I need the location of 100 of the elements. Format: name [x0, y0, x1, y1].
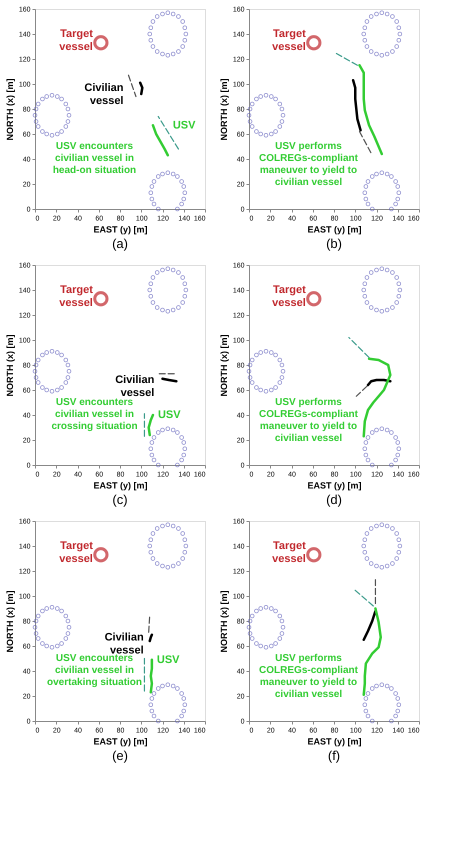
point: [393, 179, 398, 184]
point: [273, 129, 278, 134]
point: [176, 561, 181, 566]
point: [380, 266, 384, 272]
point: [384, 684, 390, 688]
point: [362, 38, 368, 43]
point: [36, 380, 40, 385]
point: [59, 641, 64, 646]
point: [380, 564, 384, 570]
point: [34, 362, 38, 368]
point: [182, 38, 188, 43]
point: [166, 170, 170, 176]
point: [175, 718, 180, 724]
point: [64, 358, 68, 362]
point: [59, 608, 64, 614]
point: [181, 696, 186, 701]
point: [394, 44, 399, 49]
point: [40, 608, 45, 614]
point: [396, 294, 402, 299]
line-series: [150, 658, 154, 694]
point: [148, 190, 154, 196]
point: [59, 352, 64, 358]
point: [166, 52, 170, 58]
text: (b): [326, 236, 342, 251]
point: [170, 684, 176, 688]
point: [170, 52, 176, 56]
point: [160, 564, 165, 568]
x-axis-title: EAST (y) [m]: [94, 480, 148, 490]
point: [374, 428, 379, 432]
point: [374, 524, 379, 528]
point: [152, 179, 156, 184]
point: [368, 270, 374, 275]
point: [374, 172, 379, 176]
annotation: USV performs COLREGs-compliant maneuver to yield to civilian vessel: [259, 141, 359, 188]
point: [64, 636, 68, 641]
point: [148, 702, 154, 708]
series-label: Target vessel: [59, 540, 94, 565]
text: (a): [112, 236, 128, 251]
point: [55, 644, 60, 648]
point: [370, 718, 375, 724]
point: [258, 388, 263, 392]
point: [34, 618, 38, 624]
point: [152, 458, 156, 462]
point: [55, 94, 60, 99]
point: [364, 184, 368, 189]
line-series: [362, 358, 392, 438]
point: [393, 714, 398, 718]
point: [394, 275, 399, 280]
point: [175, 430, 180, 435]
point: [182, 550, 188, 555]
point: [248, 119, 252, 124]
point: [148, 537, 154, 542]
point: [181, 440, 186, 445]
point: [246, 624, 252, 630]
point: [280, 119, 284, 124]
point: [166, 682, 170, 688]
point: [278, 102, 282, 106]
point: [306, 547, 322, 562]
point: [160, 52, 165, 56]
point: [393, 691, 398, 696]
series-label: Target vessel: [272, 28, 306, 53]
annotation: USV encounters civilian vessel in overtaking situation: [46, 653, 142, 688]
point: [280, 368, 286, 374]
point: [380, 682, 384, 688]
point: [154, 14, 160, 19]
point: [50, 604, 54, 610]
y-axis-title: NORTH (x) [m]: [218, 590, 229, 652]
point: [306, 35, 322, 50]
point: [156, 686, 161, 691]
point: [44, 94, 49, 99]
point: [248, 375, 252, 380]
point: [370, 174, 375, 179]
point: [273, 96, 278, 102]
point: [55, 132, 60, 136]
point: [154, 305, 160, 310]
point: [366, 691, 370, 696]
point: [166, 426, 170, 432]
point: [395, 696, 400, 701]
point: [364, 708, 368, 714]
point: [390, 305, 395, 310]
point: [179, 714, 184, 718]
point: [32, 624, 38, 630]
point: [398, 544, 402, 548]
annotation: USV performs COLREGs-compliant maneuver to yield to civilian vessel: [259, 653, 359, 700]
point: [364, 275, 370, 280]
text: (c): [112, 492, 128, 507]
point: [384, 268, 390, 272]
annotation: USV encounters civilian vessel in head-on situation: [52, 141, 136, 176]
point: [64, 380, 68, 385]
point: [44, 132, 49, 136]
annotation: USV performs COLREGs-compliant maneuver to yield to civilian vessel: [259, 397, 359, 444]
point: [160, 12, 165, 16]
point: [150, 44, 156, 49]
point: [366, 179, 370, 184]
point: [93, 35, 108, 50]
x-axis-title: EAST (y) [m]: [308, 480, 362, 490]
point: [180, 44, 185, 49]
point: [147, 544, 152, 548]
point: [364, 696, 368, 701]
point: [395, 184, 400, 189]
